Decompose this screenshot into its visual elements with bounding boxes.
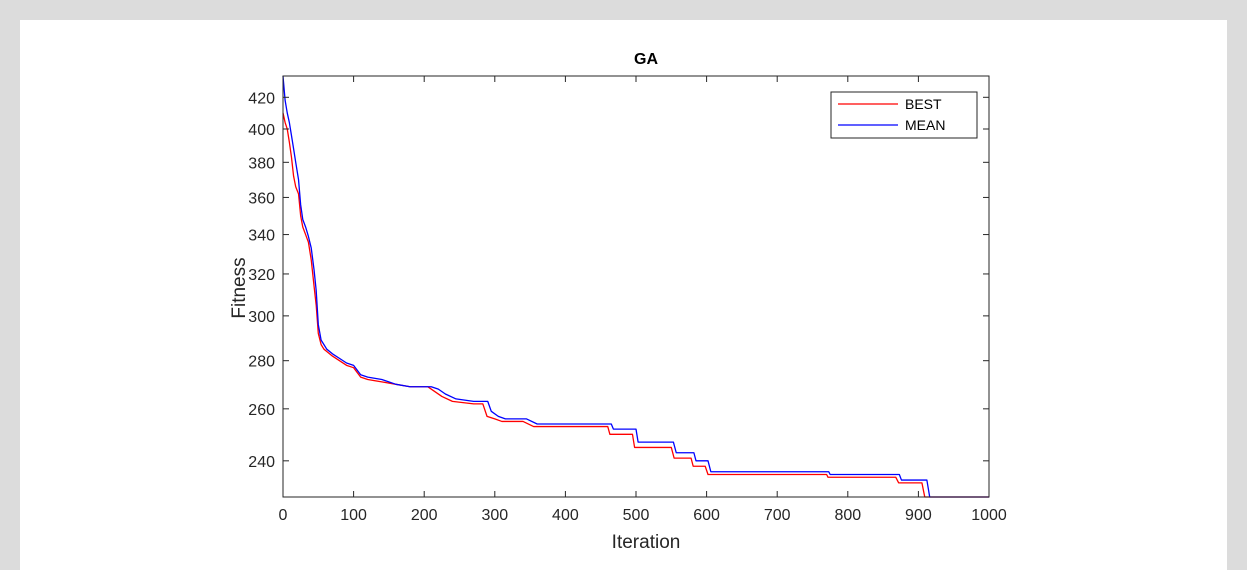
y-tick-label: 340	[248, 228, 275, 245]
legend: BEST MEAN	[830, 91, 978, 139]
x-tick-label: 200	[411, 507, 438, 524]
y-tick-label: 380	[248, 155, 275, 172]
y-tick-label: 240	[248, 454, 275, 471]
series-line-mean	[282, 75, 989, 498]
x-tick-label: 600	[693, 507, 720, 524]
x-tick-label: 900	[905, 507, 932, 524]
plot-area	[282, 75, 989, 498]
y-axis: 240 260 280 300 320 340 360 380 400 420	[248, 90, 989, 471]
x-tick-label: 700	[764, 507, 791, 524]
chart-title: GA	[634, 51, 658, 68]
x-tick-label: 1000	[971, 507, 1007, 524]
y-axis-label: Fitness	[229, 257, 250, 318]
legend-label-best: BEST	[905, 96, 942, 112]
x-axis: 0 100 200 300 400 500 600 700 800 900 1000	[279, 76, 1007, 524]
x-tick-label: 800	[834, 507, 861, 524]
y-tick-label: 400	[248, 122, 275, 139]
y-tick-label: 420	[248, 90, 275, 107]
x-axis-label: Iteration	[612, 532, 681, 553]
y-tick-label: 280	[248, 354, 275, 371]
figure-panel: GA 0 100 200 300 400 500 600 700 800 900 1000 240 2…	[20, 20, 1227, 570]
chart: GA 0 100 200 300 400 500 600 700 800 900 1000 2402…	[229, 51, 1007, 553]
y-tick-label: 360	[248, 190, 275, 207]
y-tick-label: 300	[248, 309, 275, 326]
x-tick-label: 500	[623, 507, 650, 524]
y-tick-label: 260	[248, 402, 275, 419]
y-tick-label: 320	[248, 267, 275, 284]
series-line-best	[282, 112, 989, 498]
legend-box	[830, 91, 978, 139]
plot-frame	[282, 75, 990, 498]
x-tick-label: 100	[340, 507, 367, 524]
x-tick-label: 300	[481, 507, 508, 524]
x-tick-label: 400	[552, 507, 579, 524]
x-tick-label: 0	[279, 507, 288, 524]
legend-label-mean: MEAN	[905, 117, 945, 133]
